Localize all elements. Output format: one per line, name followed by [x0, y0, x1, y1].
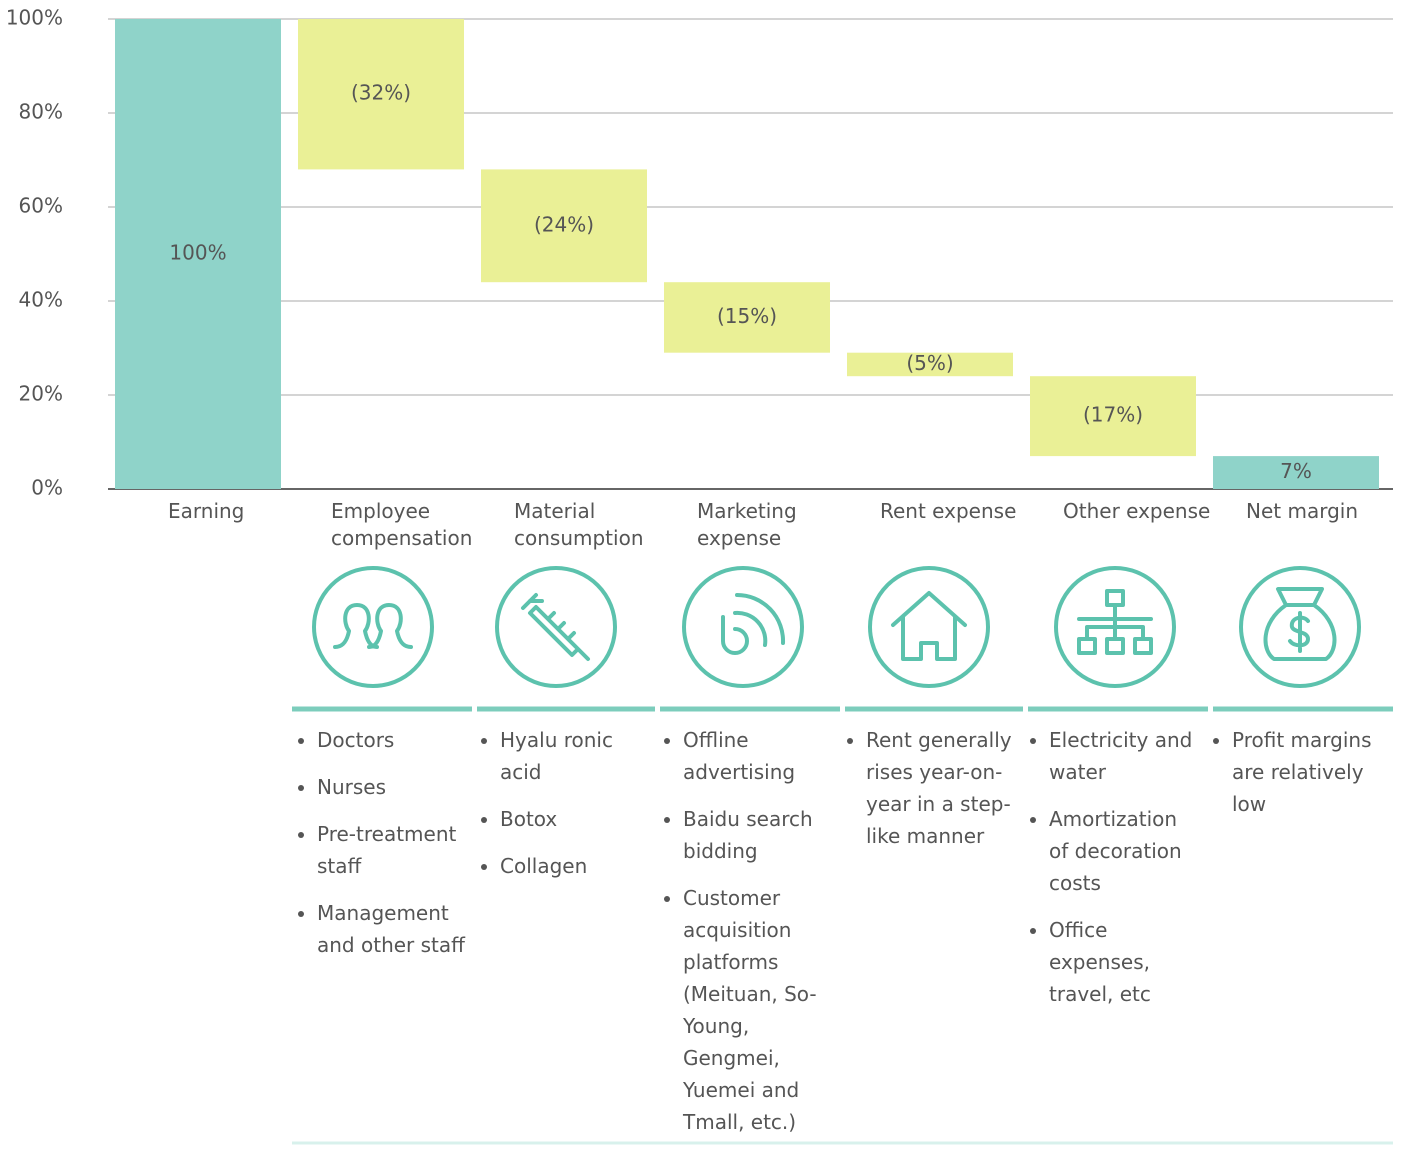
value-label: (5%): [906, 351, 953, 375]
detail-item: Pre-treatment staff: [317, 818, 467, 882]
total-bar: [1213, 456, 1379, 489]
detail-item: Rent generally rises year-on-year in a s…: [866, 724, 1016, 852]
icon-house: [868, 566, 990, 688]
detail-list: Electricity and water Amortization of dec…: [1027, 724, 1199, 1025]
category-label: Employee compensation: [331, 499, 473, 550]
detail-item: Nurses: [317, 771, 467, 803]
y-tick-label: 60%: [19, 194, 63, 218]
detail-item: Collagen: [500, 850, 650, 882]
decrease-bar: [1030, 376, 1196, 457]
detail-item: Customer acquisition platforms (Meituan,…: [683, 882, 833, 1138]
icons: [312, 566, 1361, 688]
icon-people: [312, 566, 434, 688]
detail-item: Amortization of decoration costs: [1049, 803, 1199, 899]
category-label: Net margin: [1246, 499, 1359, 523]
detail-list: Hyalu ronic acid Botox Collagen: [478, 724, 650, 897]
icon-money-bag: [1239, 566, 1361, 688]
icon-feed: [682, 566, 804, 688]
value-label: (24%): [534, 212, 594, 236]
y-tick-label: 0%: [31, 476, 63, 500]
detail-list: Doctors Nurses Pre-treatment staff Manageme…: [295, 724, 467, 976]
value-label: (32%): [351, 81, 411, 105]
detail-item: Electricity and water: [1049, 724, 1199, 788]
total-bar: [115, 19, 281, 489]
decrease-bar: [298, 19, 464, 170]
decrease-bar: [847, 352, 1013, 377]
y-tick-label: 20%: [19, 382, 63, 406]
category-label: Marketing expense: [697, 499, 797, 550]
detail-list: Offline advertising Baidu search bidding C…: [661, 724, 833, 1153]
value-label: (15%): [717, 304, 777, 328]
category-label: Earning: [168, 499, 245, 523]
value-label: 100%: [169, 241, 226, 265]
value-label: (17%): [1083, 403, 1143, 427]
detail-item: Doctors: [317, 724, 467, 756]
detail-item: Hyalu ronic acid: [500, 724, 650, 788]
detail-item: Baidu search bidding: [683, 803, 833, 867]
value-label: 7%: [1280, 459, 1312, 483]
category-label: Material consumption: [514, 499, 644, 550]
detail-item: Office expenses, travel, etc: [1049, 914, 1199, 1010]
category-label: Rent expense: [880, 499, 1017, 523]
y-tick-label: 100%: [6, 6, 63, 30]
y-tick-label: 80%: [19, 100, 63, 124]
decrease-bar: [481, 169, 647, 283]
icon-org-chart: [1054, 566, 1176, 688]
detail-list: Profit margins are relatively low: [1210, 724, 1382, 835]
category-label: Other expense: [1063, 499, 1211, 523]
icon-syringe: [495, 566, 617, 688]
detail-item: Management and other staff: [317, 897, 467, 961]
detail-item: Botox: [500, 803, 650, 835]
detail-item: Offline advertising: [683, 724, 833, 788]
decrease-bar: [664, 282, 830, 353]
y-tick-label: 40%: [19, 288, 63, 312]
detail-item: Profit margins are relatively low: [1232, 724, 1382, 820]
detail-list: Rent generally rises year-on-year in a s…: [844, 724, 1016, 867]
